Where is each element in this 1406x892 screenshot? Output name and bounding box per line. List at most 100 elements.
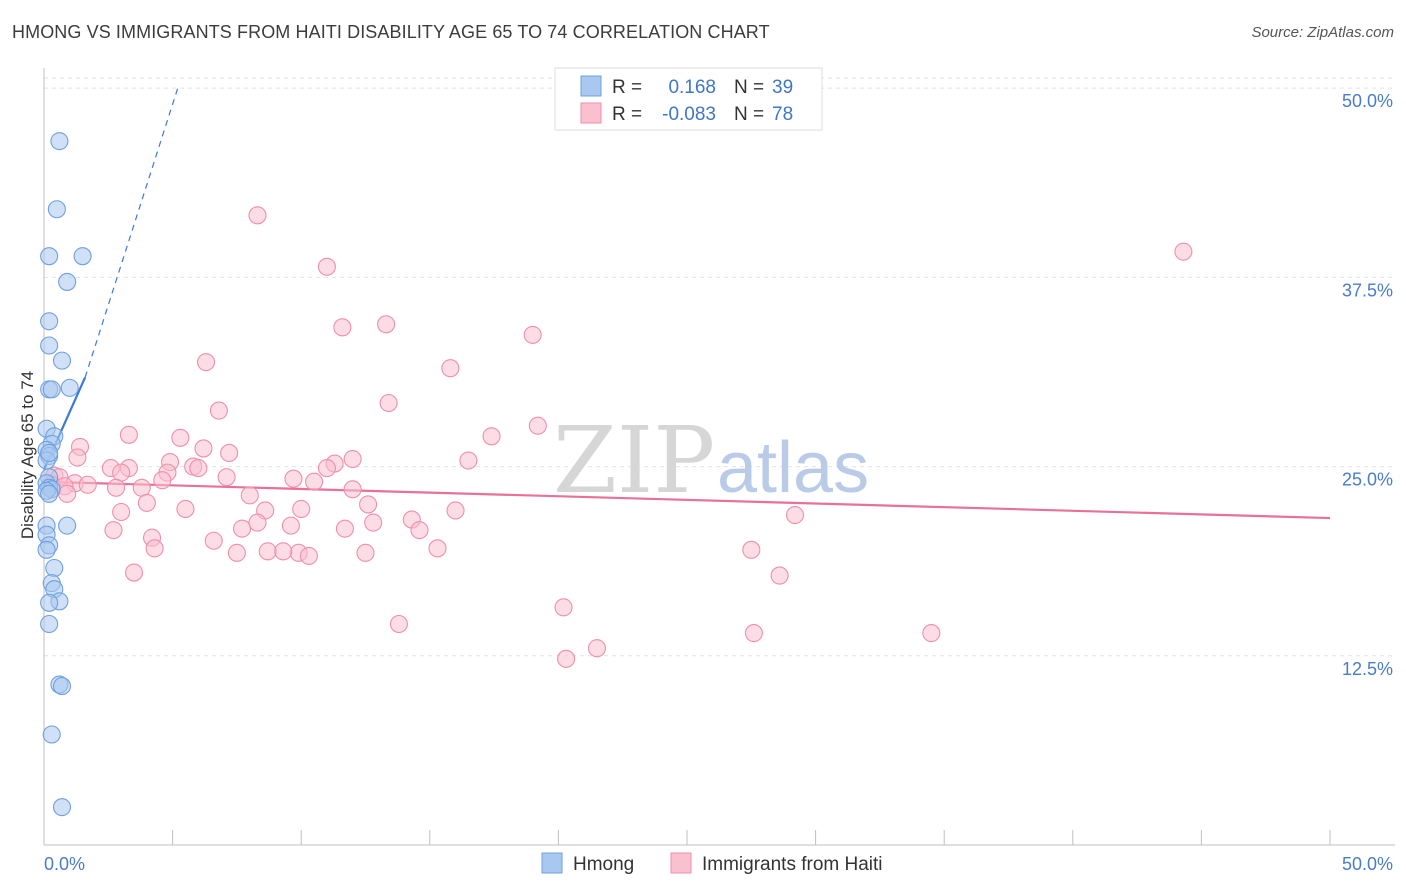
hmong-point (40, 443, 59, 463)
series-legend: Hmong Immigrants from Haiti (541, 852, 883, 875)
watermark-atlas: atlas (717, 428, 869, 508)
haiti-point (523, 325, 542, 344)
haiti-point (482, 427, 501, 446)
haiti-point (284, 469, 303, 488)
haiti-point (317, 459, 336, 478)
haiti-point (364, 513, 383, 532)
haiti-point (112, 502, 131, 522)
legend-r-label-haiti: R = (612, 104, 642, 125)
haiti-point (145, 539, 164, 558)
haiti-point (335, 519, 354, 538)
haiti-point (153, 471, 172, 490)
haiti-point (317, 257, 336, 276)
haiti-point (428, 539, 447, 558)
legend-r-value-haiti: -0.083 (662, 104, 716, 125)
haiti-point (459, 451, 478, 470)
bottom-legend-swatch-hmong (541, 852, 563, 874)
x-tick-label: 0.0% (44, 854, 85, 874)
haiti-point (232, 519, 252, 538)
haiti-point (281, 516, 300, 535)
legend-r-value-hmong: 0.168 (668, 77, 716, 98)
hmong-point (40, 312, 59, 331)
hmong-point (73, 247, 92, 266)
haiti-point (137, 493, 156, 512)
haiti-point (359, 495, 378, 514)
watermark: ZIP atlas (553, 407, 869, 514)
y-tick-label: 50.0% (1342, 91, 1393, 111)
haiti-point (528, 416, 547, 435)
haiti-point (248, 206, 267, 225)
haiti-point (104, 521, 123, 540)
y-tick-label: 12.5% (1342, 659, 1393, 679)
haiti-point (554, 598, 573, 617)
hmong-point (52, 351, 72, 370)
haiti-point (441, 359, 460, 378)
y-axis-label: Disability Age 65 to 74 (18, 371, 37, 539)
haiti-point (112, 463, 131, 482)
haiti-point (248, 513, 267, 532)
haiti-point (220, 443, 239, 463)
stats-legend: R = 0.168 N = 39 R = -0.083 N = 78 (554, 67, 823, 131)
hmong-point (52, 798, 72, 817)
haiti-point (119, 425, 138, 444)
bottom-legend-label-haiti: Immigrants from Haiti (702, 854, 883, 875)
haiti-point (68, 448, 87, 467)
x-tick-label: 50.0% (1342, 854, 1393, 874)
hmong-point (58, 516, 77, 535)
haiti-point (410, 521, 429, 540)
haiti-point (377, 315, 396, 334)
haiti-point (124, 563, 144, 582)
haiti-point (299, 546, 318, 565)
legend-n-value-haiti: 78 (772, 104, 793, 125)
x-tick-labels: 0.0% 50.0% (44, 854, 1393, 874)
hmong-point (40, 247, 59, 266)
haiti-point (770, 566, 789, 585)
haiti-point (106, 478, 126, 497)
haiti-point (258, 542, 277, 561)
bottom-legend-swatch-haiti (670, 852, 692, 874)
haiti-point (189, 459, 208, 478)
haiti-point (176, 499, 195, 519)
haiti-point (379, 393, 398, 413)
haiti-point (132, 478, 151, 497)
haiti-point (1174, 242, 1193, 261)
legend-n-value-hmong: 39 (772, 77, 793, 98)
hmong-point (40, 593, 59, 612)
haiti-point (240, 486, 259, 505)
hmong-point (47, 200, 66, 219)
haiti-point (922, 624, 941, 643)
legend-r-label-hmong: R = (612, 77, 642, 98)
data-points (37, 132, 1193, 817)
hmong-point (58, 272, 77, 291)
haiti-point (587, 639, 607, 658)
source-label: Source: ZipAtlas.com (1251, 24, 1394, 41)
hmong-point (40, 614, 59, 634)
haiti-point (557, 649, 576, 668)
haiti-point (194, 439, 213, 458)
haiti-point (209, 401, 228, 420)
hmong-point (40, 336, 59, 355)
legend-n-label-hmong: N = (734, 77, 764, 98)
haiti-point (196, 353, 216, 372)
hmong-point (50, 132, 69, 151)
hmong-point (60, 378, 79, 397)
haiti-point (274, 542, 293, 561)
haiti-point (204, 531, 223, 550)
legend-swatch-hmong (580, 75, 602, 97)
y-tick-label: 25.0% (1342, 470, 1393, 490)
haiti-point (292, 499, 311, 519)
y-tick-labels: 12.5% 25.0% 37.5% 50.0% (1342, 91, 1393, 679)
hmong-trend-extension (84, 87, 179, 378)
legend-n-label-haiti: N = (734, 104, 764, 125)
chart-title: HMONG VS IMMIGRANTS FROM HAITI DISABILIT… (12, 22, 770, 42)
haiti-point (217, 468, 236, 487)
hmong-point (37, 540, 56, 559)
haiti-point (171, 428, 190, 447)
hmong-point (42, 725, 61, 744)
hmong-point (45, 558, 64, 578)
haiti-point (333, 318, 352, 337)
gridlines (44, 77, 1395, 657)
haiti-point (227, 543, 246, 562)
haiti-trend-line (43, 480, 1331, 520)
